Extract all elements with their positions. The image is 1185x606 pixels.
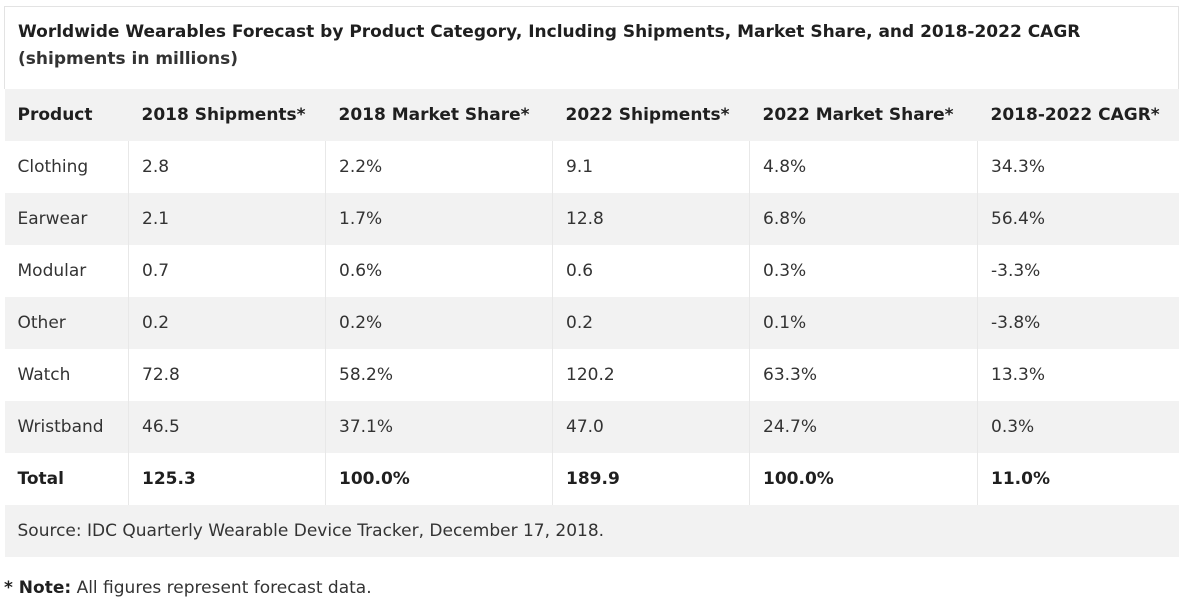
cell-2022-market-share: 4.8%	[749, 141, 978, 193]
cell-2022-market-share: 0.3%	[749, 245, 978, 297]
forecast-table-container: Worldwide Wearables Forecast by Product …	[3, 6, 1180, 557]
cell-2018-market-share: 58.2%	[325, 349, 553, 401]
cell-2022-shipments: 9.1	[552, 141, 750, 193]
column-header-2022-market-share: 2022 Market Share*	[749, 89, 978, 141]
column-header-2018-shipments: 2018 Shipments*	[128, 89, 326, 141]
column-header-product: Product	[4, 89, 129, 141]
total-2022-market-share: 100.0%	[749, 453, 978, 505]
total-2018-shipments: 125.3	[128, 453, 326, 505]
cell-2022-market-share: 63.3%	[749, 349, 978, 401]
cell-product: Watch	[4, 349, 129, 401]
table-caption: Worldwide Wearables Forecast by Product …	[3, 6, 1180, 89]
cell-2018-shipments: 2.1	[128, 193, 326, 245]
total-label: Total	[4, 453, 129, 505]
source-row: Source: IDC Quarterly Wearable Device Tr…	[4, 505, 1179, 557]
cell-product: Wristband	[4, 401, 129, 453]
cell-2018-shipments: 46.5	[128, 401, 326, 453]
total-cagr: 11.0%	[977, 453, 1179, 505]
header-row: Product 2018 Shipments* 2018 Market Shar…	[4, 89, 1179, 141]
table-title: Worldwide Wearables Forecast by Product …	[18, 22, 1081, 42]
cell-2018-market-share: 2.2%	[325, 141, 553, 193]
cell-2022-shipments: 47.0	[552, 401, 750, 453]
table-row: Watch 72.8 58.2% 120.2 63.3% 13.3%	[4, 349, 1179, 401]
column-header-2022-shipments: 2022 Shipments*	[552, 89, 750, 141]
cell-2018-market-share: 37.1%	[325, 401, 553, 453]
total-2018-market-share: 100.0%	[325, 453, 553, 505]
cell-2022-market-share: 24.7%	[749, 401, 978, 453]
cell-2022-market-share: 6.8%	[749, 193, 978, 245]
cell-2022-shipments: 0.6	[552, 245, 750, 297]
footnote: * Note: All figures represent forecast d…	[4, 578, 372, 598]
table-row: Wristband 46.5 37.1% 47.0 24.7% 0.3%	[4, 401, 1179, 453]
cell-2018-shipments: 72.8	[128, 349, 326, 401]
cell-2022-shipments: 12.8	[552, 193, 750, 245]
cell-2018-market-share: 1.7%	[325, 193, 553, 245]
cell-2022-shipments: 120.2	[552, 349, 750, 401]
footnote-text: All figures represent forecast data.	[71, 578, 372, 598]
cell-2018-shipments: 0.7	[128, 245, 326, 297]
cell-product: Clothing	[4, 141, 129, 193]
cell-cagr: 34.3%	[977, 141, 1179, 193]
column-header-2018-market-share: 2018 Market Share*	[325, 89, 553, 141]
table-row: Clothing 2.8 2.2% 9.1 4.8% 34.3%	[4, 141, 1179, 193]
cell-product: Earwear	[4, 193, 129, 245]
table-row: Modular 0.7 0.6% 0.6 0.3% -3.3%	[4, 245, 1179, 297]
total-row: Total 125.3 100.0% 189.9 100.0% 11.0%	[4, 453, 1179, 505]
cell-2018-market-share: 0.2%	[325, 297, 553, 349]
cell-2018-shipments: 2.8	[128, 141, 326, 193]
cell-cagr: 56.4%	[977, 193, 1179, 245]
cell-cagr: -3.8%	[977, 297, 1179, 349]
cell-2022-shipments: 0.2	[552, 297, 750, 349]
cell-2018-shipments: 0.2	[128, 297, 326, 349]
table-row: Earwear 2.1 1.7% 12.8 6.8% 56.4%	[4, 193, 1179, 245]
table-subtitle: (shipments in millions)	[18, 49, 239, 69]
cell-2018-market-share: 0.6%	[325, 245, 553, 297]
table-row: Other 0.2 0.2% 0.2 0.1% -3.8%	[4, 297, 1179, 349]
cell-cagr: -3.3%	[977, 245, 1179, 297]
total-2022-shipments: 189.9	[552, 453, 750, 505]
source-citation: Source: IDC Quarterly Wearable Device Tr…	[4, 505, 1179, 557]
cell-cagr: 13.3%	[977, 349, 1179, 401]
cell-2022-market-share: 0.1%	[749, 297, 978, 349]
cell-cagr: 0.3%	[977, 401, 1179, 453]
cell-product: Other	[4, 297, 129, 349]
footnote-label: * Note:	[4, 578, 72, 598]
column-header-cagr: 2018-2022 CAGR*	[977, 89, 1179, 141]
forecast-table: Worldwide Wearables Forecast by Product …	[3, 6, 1180, 557]
cell-product: Modular	[4, 245, 129, 297]
